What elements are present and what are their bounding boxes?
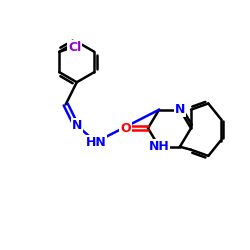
Text: N: N <box>72 119 82 132</box>
Text: O: O <box>120 122 131 135</box>
Text: N: N <box>175 103 185 116</box>
Text: HN: HN <box>86 136 106 148</box>
Text: NH: NH <box>149 140 170 153</box>
Text: Cl: Cl <box>68 41 82 54</box>
